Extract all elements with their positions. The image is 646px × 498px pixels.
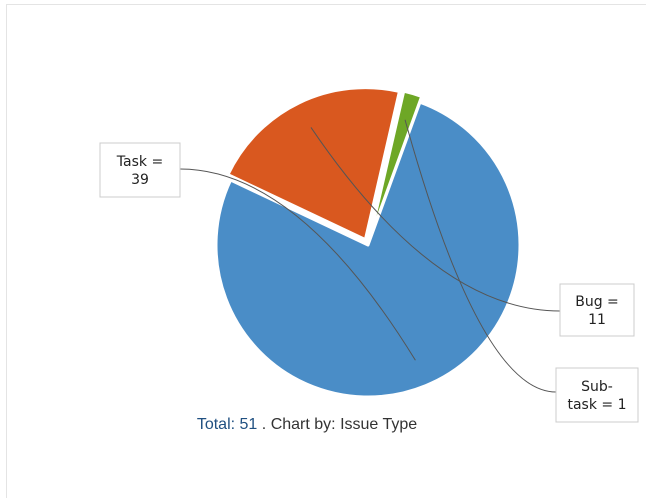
slice-label-line: Task = — [116, 154, 163, 170]
slice-label-line: 39 — [131, 172, 149, 188]
slice-label-bug: Bug = 11 — [559, 283, 635, 337]
chart-footer: Total: 51 . Chart by: Issue Type — [0, 416, 630, 434]
pie-slice-sub-task[interactable] — [368, 89, 424, 241]
leader-line-bug — [310, 127, 561, 312]
pie-slice-bug[interactable] — [226, 86, 401, 242]
slice-label-line: task = 1 — [567, 397, 626, 413]
footer-separator: . — [261, 416, 267, 433]
slice-label-sub-task: Sub-task = 1 — [555, 367, 639, 423]
slice-label-line: 11 — [588, 312, 606, 328]
total-label: Total: — [196, 416, 236, 433]
chart-by-label: Chart by: — [270, 416, 336, 433]
leader-line-task — [179, 168, 416, 361]
slice-label-line: Bug = — [575, 294, 619, 310]
slice-label-line: Sub- — [581, 379, 613, 395]
leader-line-sub-task — [404, 119, 557, 393]
slice-label-task: Task = 39 — [99, 142, 181, 198]
total-value[interactable]: 51 — [239, 416, 258, 433]
chart-by-value: Issue Type — [340, 416, 418, 433]
pie-slice-task[interactable] — [214, 100, 522, 399]
chart-frame — [6, 4, 646, 498]
